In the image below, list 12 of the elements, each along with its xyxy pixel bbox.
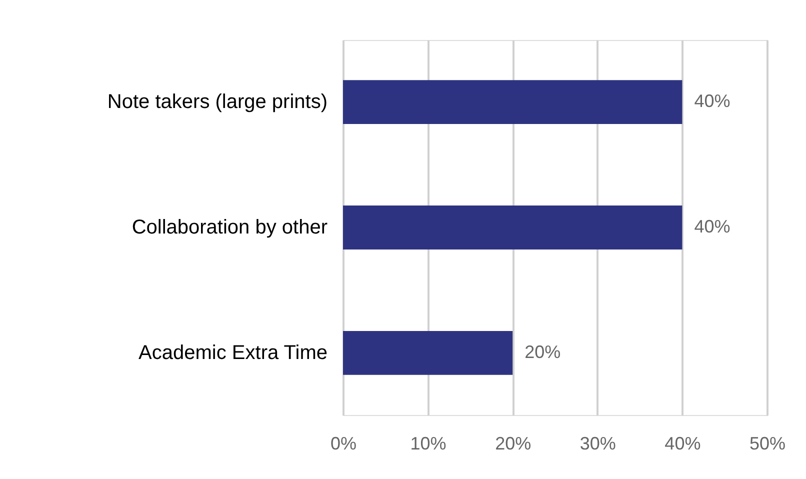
y-tick-label: Note takers (large prints) — [107, 91, 328, 114]
x-tick-label: 50% — [749, 434, 786, 454]
x-tick-label: 10% — [410, 434, 446, 454]
x-tick-label: 40% — [664, 434, 701, 454]
y-tick-label: Collaboration by other — [132, 216, 328, 238]
data-label: 40% — [694, 216, 730, 236]
data-label: 20% — [524, 342, 561, 362]
data-label: 40% — [694, 91, 730, 112]
y-tick-label: Academic Extra Time — [138, 342, 328, 364]
x-tick-label: 0% — [330, 434, 357, 454]
x-tick-label: 30% — [580, 434, 616, 454]
x-tick-label: 20% — [495, 434, 532, 454]
